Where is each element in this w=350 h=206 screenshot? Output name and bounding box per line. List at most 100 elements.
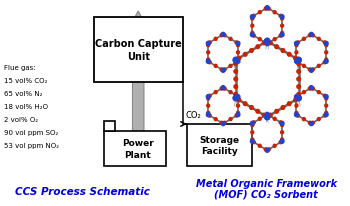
Circle shape [303,44,320,62]
Circle shape [251,131,254,134]
Circle shape [256,110,260,114]
Circle shape [264,114,267,117]
Circle shape [236,95,240,99]
Circle shape [325,59,328,62]
Circle shape [265,39,270,44]
Circle shape [302,65,305,68]
Circle shape [237,57,241,61]
Circle shape [309,33,313,37]
Circle shape [206,42,210,46]
Circle shape [317,38,320,41]
Circle shape [235,115,238,117]
Circle shape [308,69,311,72]
Circle shape [323,95,326,98]
Circle shape [312,35,314,38]
Circle shape [268,42,272,46]
Circle shape [296,42,299,45]
Circle shape [295,44,298,47]
Circle shape [223,88,226,91]
Circle shape [281,131,284,134]
Circle shape [265,149,269,152]
Circle shape [251,18,254,21]
Circle shape [214,118,217,121]
Polygon shape [130,12,147,147]
Text: Flue gas:: Flue gas: [5,65,36,71]
Circle shape [317,118,320,121]
Circle shape [234,93,238,97]
Circle shape [258,118,261,121]
Circle shape [295,52,298,55]
Text: CCS Process Schematic: CCS Process Schematic [15,186,150,196]
Circle shape [262,42,266,46]
Circle shape [214,91,217,94]
Circle shape [235,42,238,45]
Circle shape [250,106,253,110]
Circle shape [233,96,238,101]
Circle shape [325,97,328,101]
Circle shape [325,52,328,55]
Circle shape [294,57,297,61]
Bar [94,18,183,83]
Circle shape [280,140,284,144]
Circle shape [295,105,298,108]
Circle shape [221,86,225,90]
Circle shape [275,46,279,49]
Circle shape [258,145,261,148]
Text: (MOF) CO₂ Sorbent: (MOF) CO₂ Sorbent [215,189,318,199]
Circle shape [229,65,232,68]
Circle shape [325,112,328,115]
Circle shape [234,85,238,89]
Circle shape [312,122,314,125]
Circle shape [237,59,239,62]
Circle shape [324,113,328,117]
Circle shape [287,102,291,106]
Circle shape [234,78,238,82]
Circle shape [302,38,305,41]
Circle shape [265,115,270,120]
Circle shape [220,69,223,72]
Circle shape [208,61,211,64]
Circle shape [281,18,284,21]
Circle shape [237,97,239,101]
Circle shape [207,59,210,62]
Circle shape [229,38,232,41]
Text: 15 vol% CO₂: 15 vol% CO₂ [5,78,48,84]
Circle shape [317,65,320,68]
Circle shape [297,85,300,89]
Circle shape [251,25,254,28]
Circle shape [235,95,238,98]
Circle shape [252,121,255,124]
Text: Storage
Facility: Storage Facility [199,135,239,155]
Circle shape [309,122,313,126]
Circle shape [233,58,238,63]
Circle shape [233,96,238,101]
Circle shape [295,42,298,46]
Circle shape [280,34,284,37]
Circle shape [294,98,297,102]
Circle shape [295,95,298,99]
Circle shape [233,58,238,63]
Circle shape [281,124,284,127]
Circle shape [302,118,305,121]
Circle shape [295,113,298,117]
Circle shape [250,122,254,126]
Circle shape [258,39,261,42]
Circle shape [221,122,225,126]
Text: 2 vol% O₂: 2 vol% O₂ [5,116,38,122]
Circle shape [323,42,326,45]
Circle shape [312,69,314,72]
Circle shape [324,42,328,46]
Circle shape [317,91,320,94]
Circle shape [303,97,320,115]
Circle shape [281,49,285,53]
Circle shape [258,12,261,15]
Circle shape [296,96,301,101]
Circle shape [207,97,210,101]
Circle shape [295,112,298,115]
Circle shape [237,44,239,47]
Circle shape [237,98,241,102]
Circle shape [262,114,266,117]
Circle shape [251,124,254,127]
Circle shape [308,35,311,38]
Circle shape [251,32,254,35]
